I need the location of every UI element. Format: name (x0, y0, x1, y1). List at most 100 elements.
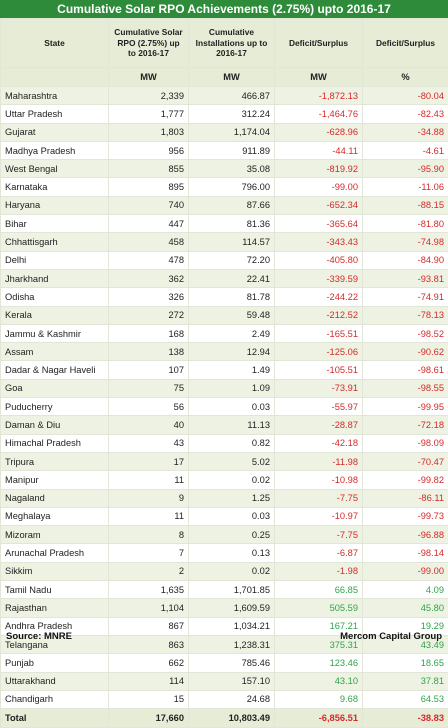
installations-cell: 114.57 (189, 233, 275, 251)
state-cell: Puducherry (1, 398, 109, 416)
installations-cell: 0.25 (189, 526, 275, 544)
installations-cell: 911.89 (189, 141, 275, 159)
deficit-pct-cell: -74.91 (363, 288, 448, 306)
deficit-pct-cell: -95.90 (363, 160, 448, 178)
total-deficit-mw: -6,856.51 (275, 709, 363, 728)
deficit-mw-cell: -1.98 (275, 562, 363, 580)
deficit-pct-cell: -98.09 (363, 434, 448, 452)
rpo-cell: 107 (109, 361, 189, 379)
state-cell: Punjab (1, 654, 109, 672)
deficit-mw-cell: -42.18 (275, 434, 363, 452)
state-cell: Daman & Diu (1, 416, 109, 434)
state-cell: Chhattisgarh (1, 233, 109, 251)
deficit-pct-cell: -98.52 (363, 324, 448, 342)
units-row: MW MW MW % (1, 68, 448, 87)
rpo-cell: 1,803 (109, 123, 189, 141)
deficit-mw-cell: -10.97 (275, 507, 363, 525)
deficit-mw-cell: -365.64 (275, 215, 363, 233)
deficit-pct-cell: -74.98 (363, 233, 448, 251)
rpo-cell: 447 (109, 215, 189, 233)
installations-cell: 72.20 (189, 251, 275, 269)
rpo-cell: 2 (109, 562, 189, 580)
rpo-cell: 40 (109, 416, 189, 434)
installations-cell: 87.66 (189, 196, 275, 214)
unit-cell: % (363, 68, 448, 87)
deficit-pct-cell: -4.61 (363, 141, 448, 159)
state-cell: Kerala (1, 306, 109, 324)
rpo-cell: 362 (109, 269, 189, 287)
deficit-pct-cell: -81.80 (363, 215, 448, 233)
rpo-cell: 1,104 (109, 599, 189, 617)
rpo-cell: 138 (109, 343, 189, 361)
state-cell: Nagaland (1, 489, 109, 507)
deficit-mw-cell: -10.98 (275, 471, 363, 489)
deficit-pct-cell: 64.53 (363, 690, 448, 708)
deficit-mw-cell: 123.46 (275, 654, 363, 672)
rpo-cell: 75 (109, 379, 189, 397)
rpo-cell: 7 (109, 544, 189, 562)
installations-cell: 1,701.85 (189, 581, 275, 599)
state-cell: Meghalaya (1, 507, 109, 525)
deficit-pct-cell: -93.81 (363, 269, 448, 287)
installations-cell: 35.08 (189, 160, 275, 178)
rpo-cell: 9 (109, 489, 189, 507)
installations-cell: 59.48 (189, 306, 275, 324)
deficit-pct-cell: -11.06 (363, 178, 448, 196)
header-deficit-pct: Deficit/Surplus (363, 19, 448, 68)
deficit-mw-cell: -73.91 (275, 379, 363, 397)
deficit-pct-cell: -34.88 (363, 123, 448, 141)
state-cell: Jharkhand (1, 269, 109, 287)
installations-cell: 81.36 (189, 215, 275, 233)
rpo-cell: 114 (109, 672, 189, 690)
state-cell: Mizoram (1, 526, 109, 544)
deficit-mw-cell: 66.85 (275, 581, 363, 599)
source-note: Source: MNRE (6, 631, 72, 642)
deficit-mw-cell: -652.34 (275, 196, 363, 214)
installations-cell: 785.46 (189, 654, 275, 672)
state-cell: Delhi (1, 251, 109, 269)
state-cell: Madhya Pradesh (1, 141, 109, 159)
deficit-mw-cell: -1,464.76 (275, 105, 363, 123)
deficit-pct-cell: 4.09 (363, 581, 448, 599)
deficit-mw-cell: -11.98 (275, 452, 363, 470)
state-cell: Sikkim (1, 562, 109, 580)
deficit-pct-cell: -88.15 (363, 196, 448, 214)
header-installations: Cumulative Installations up to 2016-17 (189, 19, 275, 68)
installations-cell: 5.02 (189, 452, 275, 470)
rpo-cell: 1,635 (109, 581, 189, 599)
state-cell: Arunachal Pradesh (1, 544, 109, 562)
deficit-mw-cell: -105.51 (275, 361, 363, 379)
installations-cell: 11.13 (189, 416, 275, 434)
deficit-mw-cell: -6.87 (275, 544, 363, 562)
deficit-pct-cell: -99.73 (363, 507, 448, 525)
total-installations: 10,803.49 (189, 709, 275, 728)
deficit-pct-cell: -99.00 (363, 562, 448, 580)
state-cell: Gujarat (1, 123, 109, 141)
installations-cell: 24.68 (189, 690, 275, 708)
deficit-mw-cell: -343.43 (275, 233, 363, 251)
deficit-mw-cell: -339.59 (275, 269, 363, 287)
rpo-cell: 272 (109, 306, 189, 324)
rpo-cell: 855 (109, 160, 189, 178)
deficit-mw-cell: -1,872.13 (275, 87, 363, 105)
rpo-cell: 326 (109, 288, 189, 306)
installations-cell: 0.13 (189, 544, 275, 562)
deficit-mw-cell: -7.75 (275, 489, 363, 507)
unit-cell: MW (109, 68, 189, 87)
installations-cell: 0.02 (189, 471, 275, 489)
installations-cell: 2.49 (189, 324, 275, 342)
